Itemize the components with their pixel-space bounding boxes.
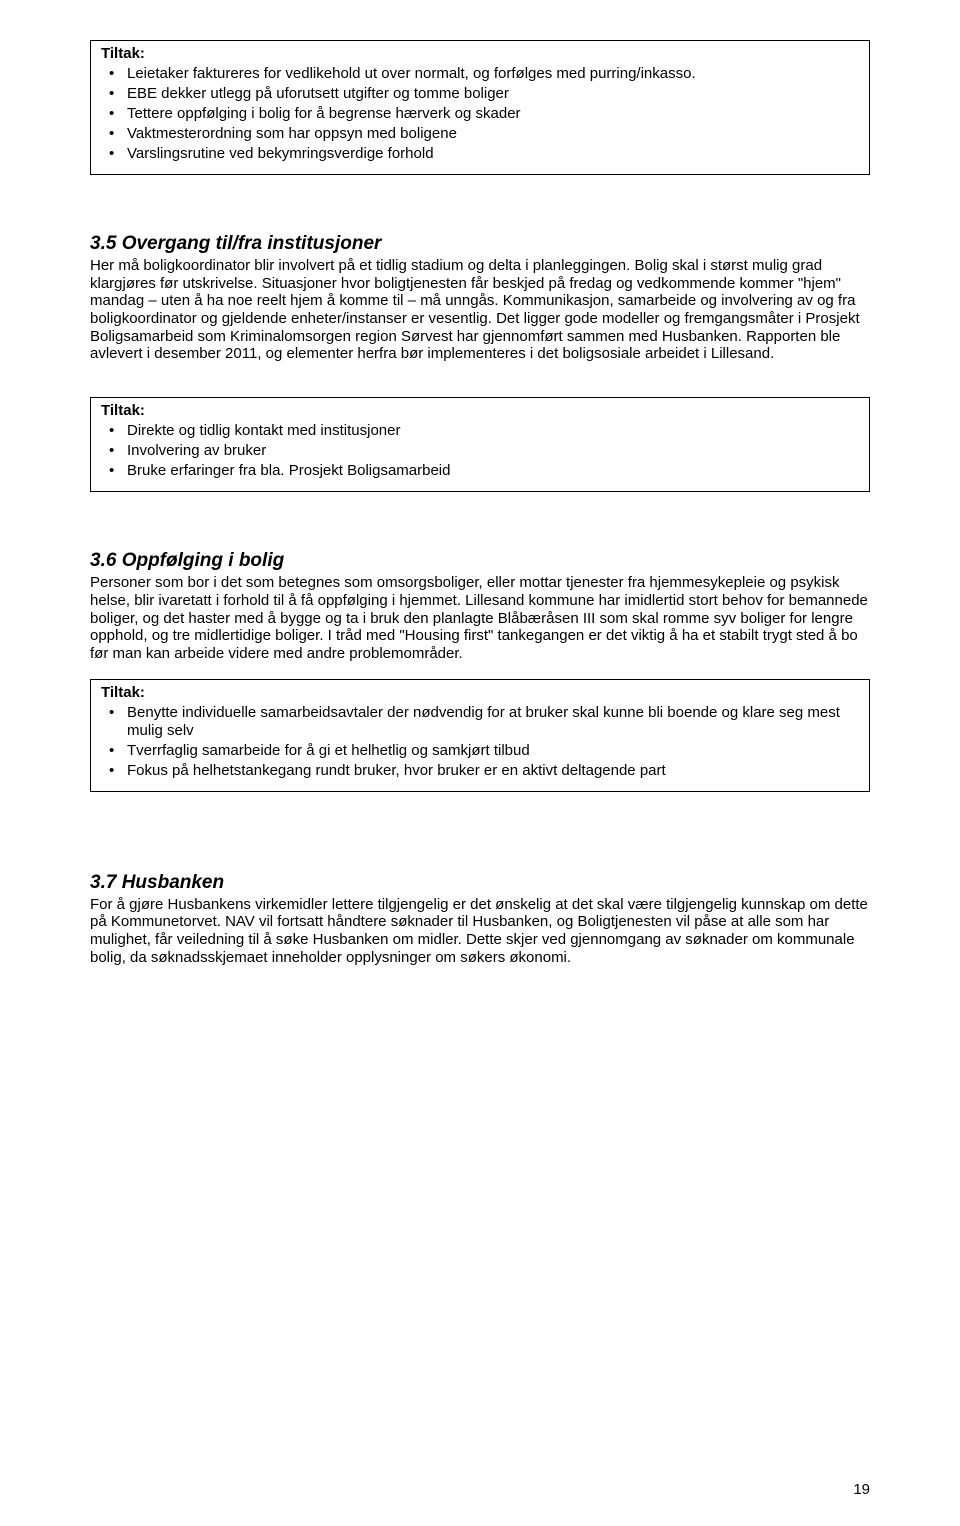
- tiltak-label: Tiltak:: [101, 45, 859, 62]
- list-item: Vaktmesterordning som har oppsyn med bol…: [127, 124, 859, 144]
- tiltak-list-2: Direkte og tidlig kontakt med institusjo…: [101, 421, 859, 481]
- page-number: 19: [853, 1481, 870, 1498]
- list-item: Benytte individuelle samarbeidsavtaler d…: [127, 703, 859, 741]
- list-item: Tverrfaglig samarbeide for å gi et helhe…: [127, 741, 859, 761]
- tiltak-label: Tiltak:: [101, 402, 859, 419]
- list-item: Tettere oppfølging i bolig for å begrens…: [127, 104, 859, 124]
- list-item: Involvering av bruker: [127, 441, 859, 461]
- tiltak-label: Tiltak:: [101, 684, 859, 701]
- list-item: Direkte og tidlig kontakt med institusjo…: [127, 421, 859, 441]
- section-heading-3-5: 3.5 Overgang til/fra institusjoner: [90, 233, 870, 255]
- section-body-3-5: Her må boligkoordinator blir involvert p…: [90, 257, 870, 363]
- section-body-3-7: For å gjøre Husbankens virkemidler lette…: [90, 896, 870, 967]
- list-item: EBE dekker utlegg på uforutsett utgifter…: [127, 84, 859, 104]
- list-item: Varslingsrutine ved bekymringsverdige fo…: [127, 144, 859, 164]
- list-item: Leietaker faktureres for vedlikehold ut …: [127, 64, 859, 84]
- list-item: Fokus på helhetstankegang rundt bruker, …: [127, 761, 859, 781]
- section-heading-3-7: 3.7 Husbanken: [90, 872, 870, 894]
- section-body-3-6: Personer som bor i det som betegnes som …: [90, 574, 870, 662]
- section-heading-3-6: 3.6 Oppfølging i bolig: [90, 550, 870, 572]
- list-item: Bruke erfaringer fra bla. Prosjekt Bolig…: [127, 461, 859, 481]
- tiltak-list-1: Leietaker faktureres for vedlikehold ut …: [101, 64, 859, 164]
- tiltak-list-3: Benytte individuelle samarbeidsavtaler d…: [101, 703, 859, 781]
- document-page: Tiltak: Leietaker faktureres for vedlike…: [0, 0, 960, 1526]
- tiltak-box-3: Tiltak: Benytte individuelle samarbeidsa…: [90, 679, 870, 792]
- tiltak-box-1: Tiltak: Leietaker faktureres for vedlike…: [90, 40, 870, 175]
- tiltak-box-2: Tiltak: Direkte og tidlig kontakt med in…: [90, 397, 870, 492]
